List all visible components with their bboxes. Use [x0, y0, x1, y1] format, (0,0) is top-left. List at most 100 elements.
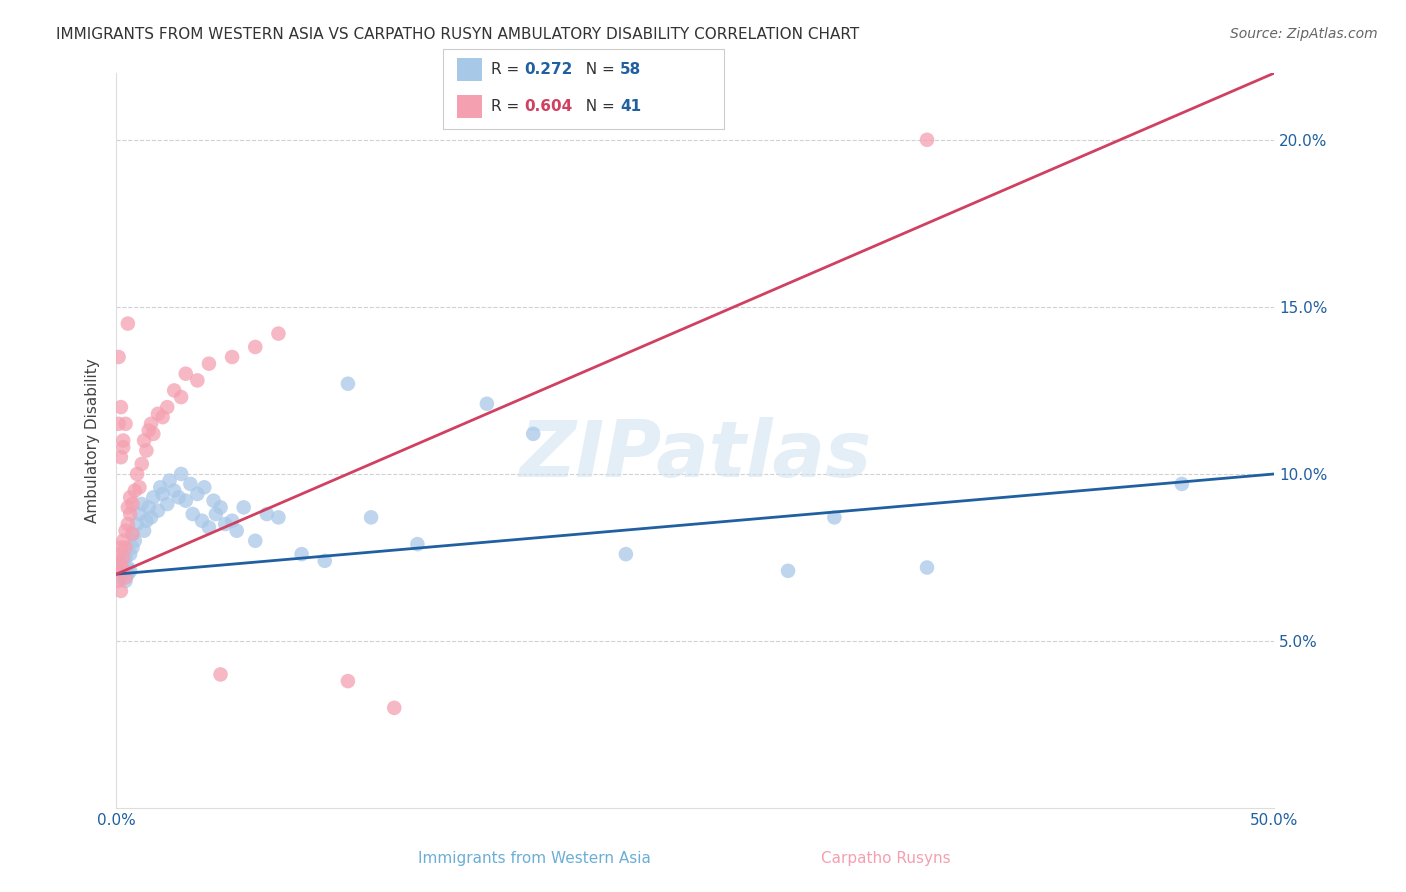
Point: [114, 541, 136, 555]
Point: [127, 467, 149, 481]
Point: [128, 480, 150, 494]
Point: [382, 701, 405, 715]
Point: [191, 514, 214, 528]
Point: [121, 541, 143, 555]
Point: [139, 510, 162, 524]
Point: [131, 457, 153, 471]
Point: [181, 507, 204, 521]
Point: [163, 384, 186, 398]
Point: [256, 507, 278, 521]
Point: [114, 570, 136, 584]
Point: [114, 574, 136, 588]
Point: [135, 443, 157, 458]
Point: [135, 514, 157, 528]
Point: [314, 554, 336, 568]
Point: [117, 317, 139, 331]
Point: [121, 527, 143, 541]
Point: [776, 564, 799, 578]
Point: [146, 504, 169, 518]
Text: N =: N =: [576, 62, 620, 77]
Point: [110, 570, 132, 584]
Point: [114, 550, 136, 565]
Point: [121, 527, 143, 541]
Point: [152, 487, 174, 501]
Text: 41: 41: [620, 99, 641, 113]
Point: [117, 500, 139, 515]
Point: [198, 357, 221, 371]
Point: [174, 367, 197, 381]
Point: [112, 564, 135, 578]
Point: [142, 426, 165, 441]
Text: 58: 58: [620, 62, 641, 77]
Point: [107, 560, 129, 574]
Point: [112, 440, 135, 454]
Text: R =: R =: [491, 62, 524, 77]
Point: [209, 500, 232, 515]
Point: [915, 560, 938, 574]
Text: R =: R =: [491, 99, 524, 113]
Point: [179, 477, 201, 491]
Text: Source: ZipAtlas.com: Source: ZipAtlas.com: [1230, 27, 1378, 41]
Point: [336, 674, 359, 689]
Point: [202, 493, 225, 508]
Point: [110, 450, 132, 465]
Point: [120, 507, 142, 521]
Point: [221, 350, 243, 364]
Point: [336, 376, 359, 391]
Point: [110, 557, 132, 571]
Point: [156, 400, 179, 414]
Point: [110, 400, 132, 414]
Text: 0.272: 0.272: [524, 62, 572, 77]
Point: [225, 524, 247, 538]
Point: [193, 480, 215, 494]
Point: [121, 497, 143, 511]
Point: [245, 533, 267, 548]
Point: [120, 564, 142, 578]
Text: ZIPatlas: ZIPatlas: [519, 417, 872, 493]
Point: [146, 407, 169, 421]
Point: [156, 497, 179, 511]
Point: [1171, 477, 1194, 491]
Point: [167, 491, 190, 505]
Text: 0.604: 0.604: [524, 99, 572, 113]
Point: [174, 493, 197, 508]
Point: [107, 574, 129, 588]
Point: [132, 524, 155, 538]
Point: [232, 500, 254, 515]
Point: [267, 326, 290, 341]
Point: [163, 483, 186, 498]
Point: [112, 550, 135, 565]
Point: [522, 426, 544, 441]
Point: [170, 467, 193, 481]
Point: [406, 537, 429, 551]
Y-axis label: Ambulatory Disability: Ambulatory Disability: [86, 359, 100, 523]
Point: [614, 547, 637, 561]
Point: [117, 560, 139, 574]
Point: [124, 533, 146, 548]
Point: [127, 517, 149, 532]
Point: [214, 517, 236, 532]
Point: [117, 517, 139, 532]
Point: [186, 487, 208, 501]
Point: [245, 340, 267, 354]
Point: [205, 507, 228, 521]
Point: [186, 373, 208, 387]
Point: [170, 390, 193, 404]
Point: [149, 480, 172, 494]
Point: [117, 567, 139, 582]
Point: [152, 410, 174, 425]
Text: Immigrants from Western Asia: Immigrants from Western Asia: [418, 852, 651, 866]
Point: [823, 510, 845, 524]
Point: [112, 434, 135, 448]
Point: [124, 483, 146, 498]
Point: [159, 474, 181, 488]
Text: IMMIGRANTS FROM WESTERN ASIA VS CARPATHO RUSYN AMBULATORY DISABILITY CORRELATION: IMMIGRANTS FROM WESTERN ASIA VS CARPATHO…: [56, 27, 859, 42]
Point: [209, 667, 232, 681]
Text: N =: N =: [576, 99, 620, 113]
Point: [267, 510, 290, 524]
Point: [110, 583, 132, 598]
Point: [142, 491, 165, 505]
Point: [112, 554, 135, 568]
Point: [107, 547, 129, 561]
Point: [198, 520, 221, 534]
